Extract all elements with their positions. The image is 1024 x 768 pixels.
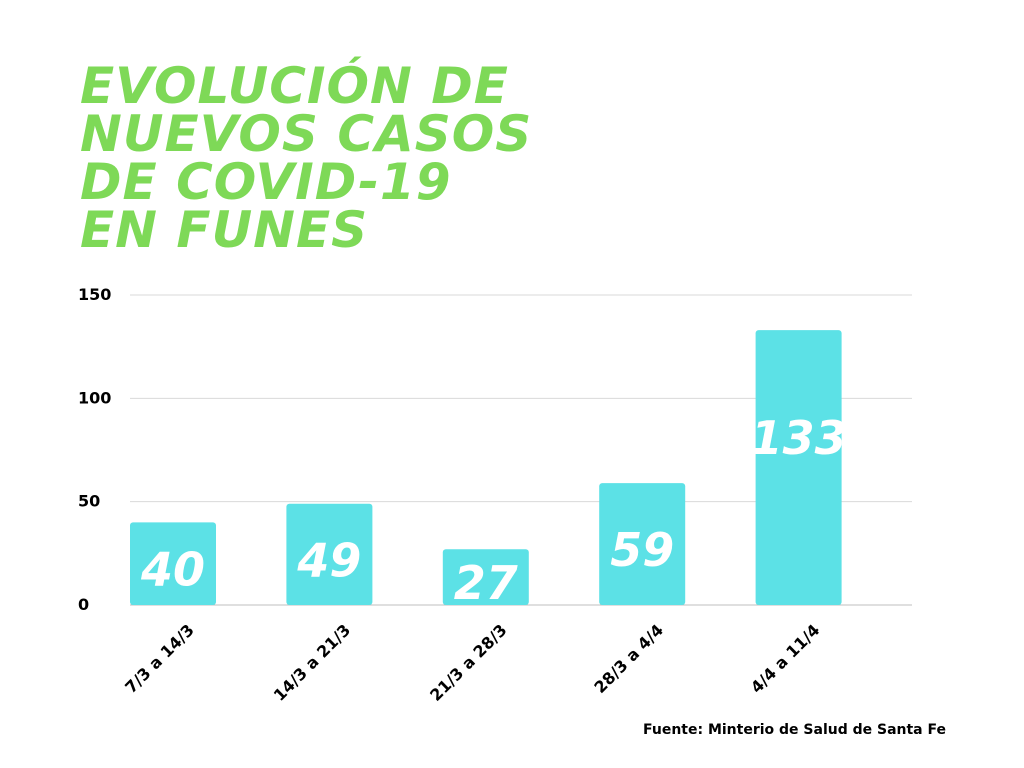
bar-data-label: 133 bbox=[751, 411, 847, 465]
x-tick-label: 14/3 a 21/3 bbox=[270, 620, 354, 704]
x-tick-label: 7/3 a 14/3 bbox=[121, 620, 198, 697]
y-tick-label: 150 bbox=[78, 285, 111, 304]
bar-data-label: 27 bbox=[454, 556, 518, 610]
bar bbox=[286, 503, 373, 605]
y-tick-label: 100 bbox=[78, 388, 111, 407]
title-line: NUEVOS CASOS bbox=[80, 105, 533, 163]
x-tick-label: 21/3 a 28/3 bbox=[426, 620, 510, 704]
bar-data-label: 59 bbox=[610, 523, 674, 577]
y-tick-label: 50 bbox=[78, 492, 100, 511]
source-note: Fuente: Minterio de Salud de Santa Fe bbox=[642, 722, 946, 738]
bar bbox=[599, 483, 686, 605]
bar-data-label: 49 bbox=[296, 533, 361, 587]
title-line: DE COVID-19 bbox=[80, 153, 452, 211]
x-tick-label: 28/3 a 4/4 bbox=[590, 620, 667, 697]
x-tick-label: 4/4 a 11/4 bbox=[747, 620, 824, 697]
y-tick-label: 0 bbox=[78, 595, 89, 614]
bar bbox=[755, 330, 842, 605]
bar-data-label: 40 bbox=[140, 543, 205, 597]
title-line: EVOLUCIÓN DE bbox=[80, 57, 509, 115]
bar bbox=[442, 549, 529, 605]
bar bbox=[130, 522, 216, 605]
title-line: EN FUNES bbox=[80, 201, 369, 259]
chart-title: EVOLUCIÓN DE NUEVOS CASOS DE COVID-19 EN… bbox=[80, 57, 533, 259]
